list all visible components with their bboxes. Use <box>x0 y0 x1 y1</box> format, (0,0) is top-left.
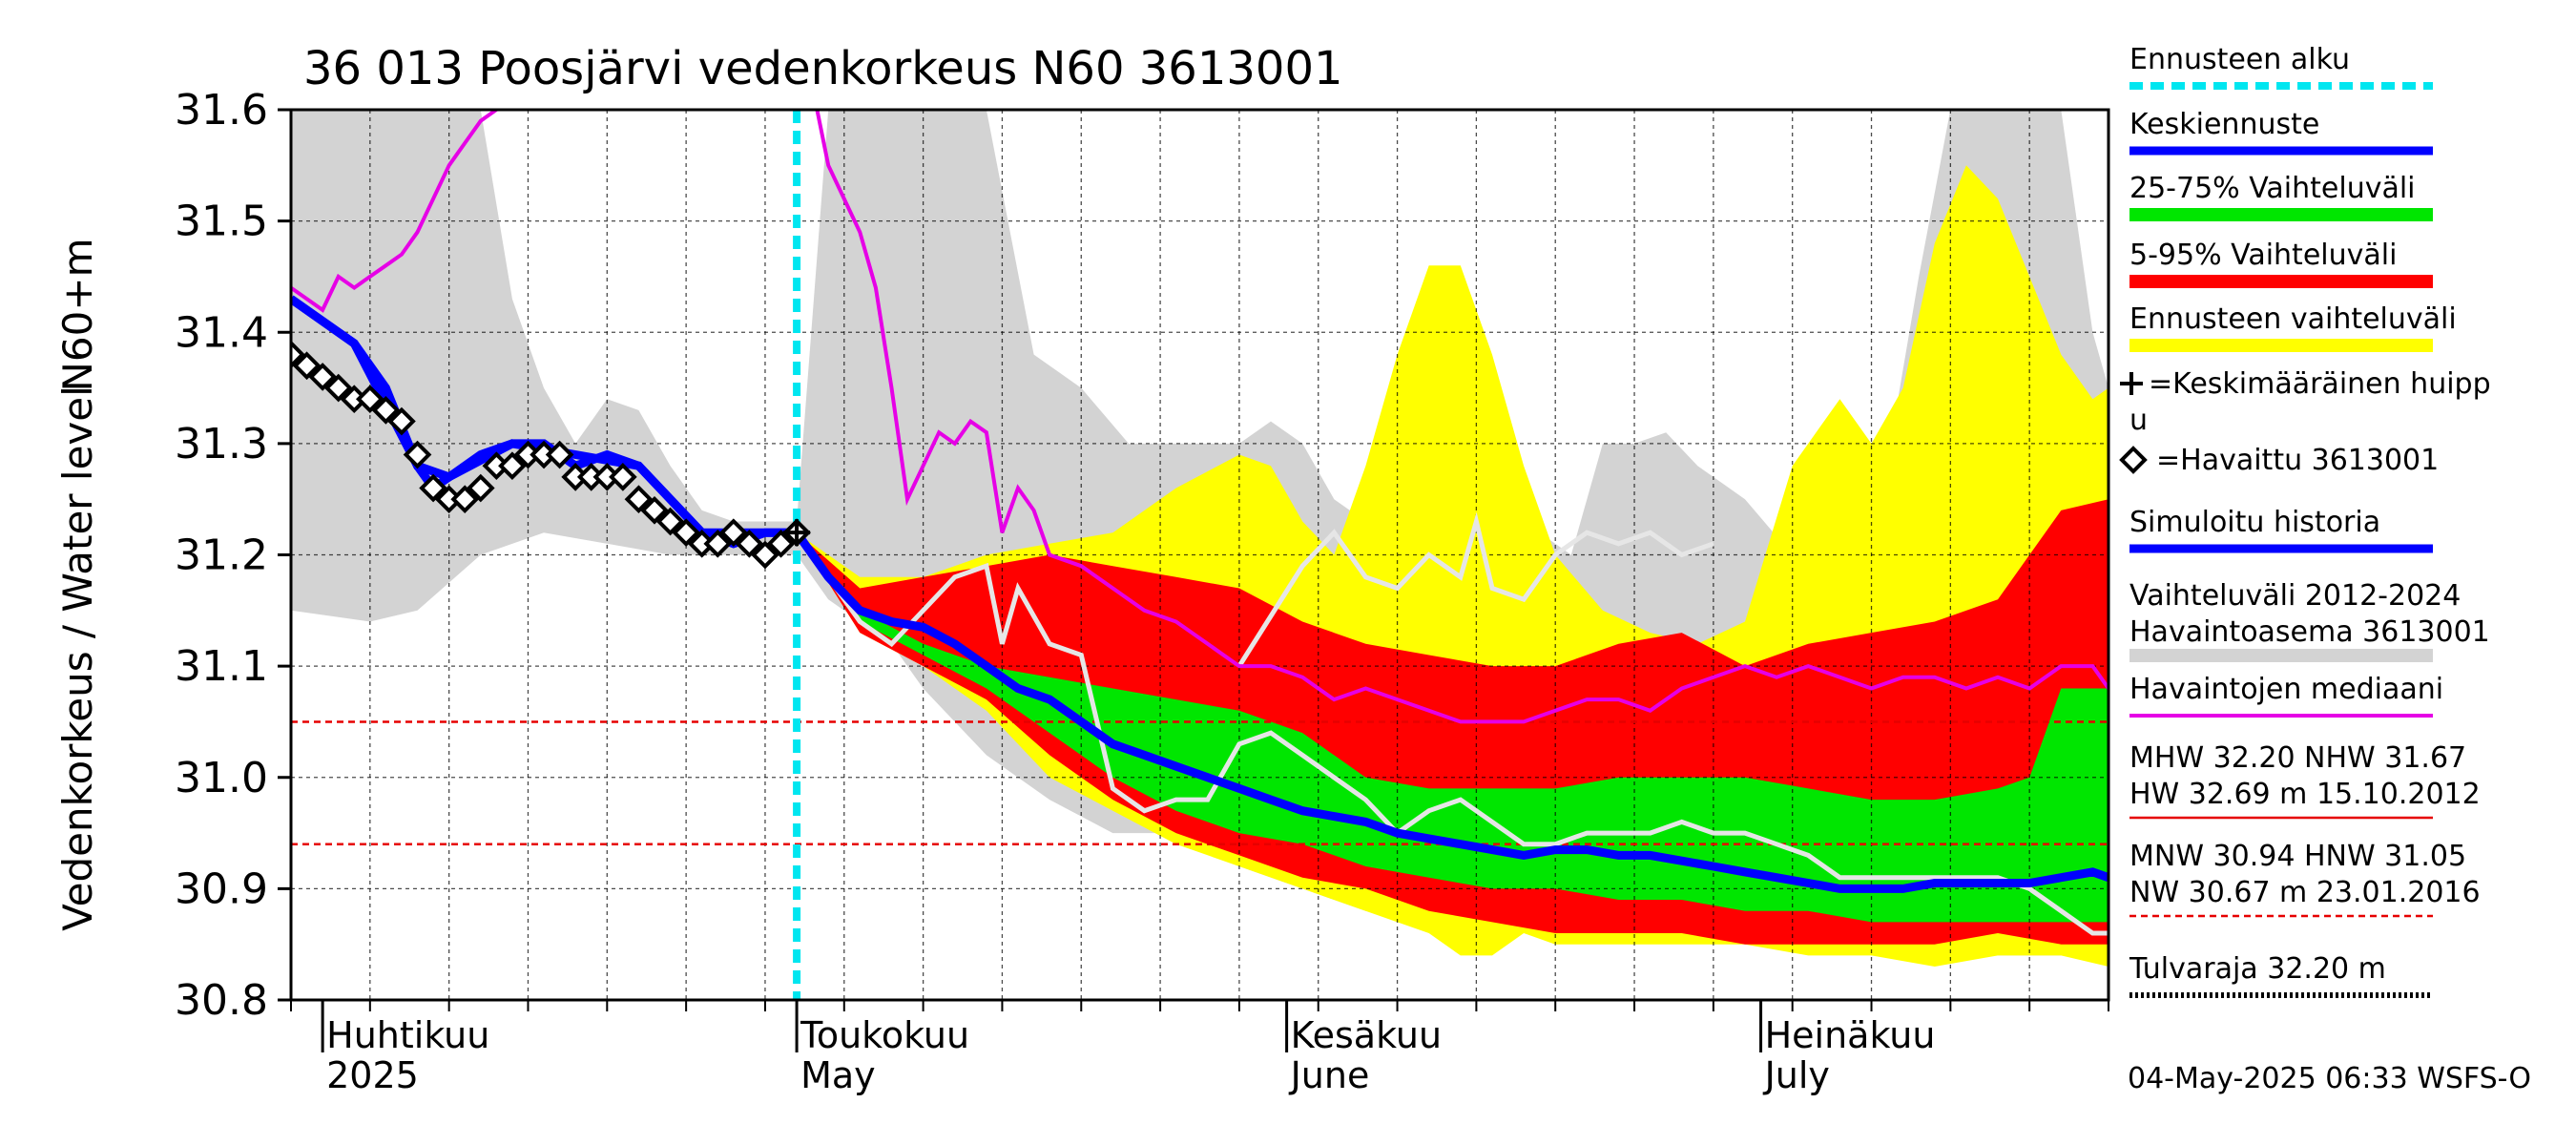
y-tick-label: 31.4 <box>175 308 268 357</box>
observed-point <box>545 440 574 469</box>
observed-point <box>640 496 669 525</box>
y-axis-ticks: 31.6 31.5 31.4 31.3 31.2 31.1 31.0 30.9 30.8 <box>175 86 291 1025</box>
y-tick-label: 31.6 <box>175 86 268 135</box>
legend-label: 25-75% Vaihteluväli <box>2129 172 2416 205</box>
legend-label: =Havaittu 3613001 <box>2156 444 2439 477</box>
p25-75-band <box>797 532 2109 923</box>
legend-label: Ennusteen alku <box>2129 43 2350 76</box>
chart-title: 36 013 Poosjärvi vedenkorkeus N60 361300… <box>303 42 1343 95</box>
observed-point <box>751 540 779 570</box>
legend-label-line2: HW 32.69 m 15.10.2012 <box>2129 778 2481 811</box>
historical-white-line-upper <box>1236 511 1714 668</box>
x-month-sublabel: July <box>1763 1054 1830 1096</box>
legend-label-line2: NW 30.67 m 23.01.2016 <box>2129 876 2481 909</box>
observed-point <box>672 518 700 548</box>
observed-point <box>624 485 654 514</box>
observed-point <box>718 518 748 548</box>
legend-label: Ennusteen vaihteluväli <box>2129 302 2457 336</box>
observed-point <box>323 373 353 403</box>
legend-label: Tulvaraja 32.20 m <box>2129 952 2386 986</box>
historical-white-line <box>795 531 2109 936</box>
x-month-label: Huhtikuu <box>326 1014 489 1056</box>
observed-point <box>308 363 337 391</box>
observed-point <box>655 507 685 536</box>
legend-label-line2: Havaintoasema 3613001 <box>2129 615 2490 649</box>
observed-point <box>609 463 637 491</box>
y-tick-label: 31.3 <box>175 420 268 468</box>
y-tick-label: 31.2 <box>175 531 268 580</box>
legend-label: Havaintojen mediaani <box>2129 673 2443 706</box>
observed-point <box>450 485 480 514</box>
legend-diamond-icon <box>2119 446 2148 474</box>
y-tick-label: 31.1 <box>175 642 268 691</box>
observed-point <box>419 473 447 503</box>
legend-label: MHW 32.20 NHW 31.67 <box>2129 741 2466 775</box>
x-month-sublabel: May <box>800 1054 876 1096</box>
observed-point <box>292 351 322 381</box>
legend-label: Vaihteluväli 2012-2024 <box>2129 579 2461 613</box>
legend-label: MNW 30.94 HNW 31.05 <box>2129 840 2466 873</box>
median-forecast-line <box>291 295 2109 893</box>
legend-label-line2: u <box>2129 404 2148 437</box>
x-month-label: Heinäkuu <box>1765 1014 1936 1056</box>
x-month-sublabel: June <box>1289 1054 1370 1096</box>
y-tick-label: 30.9 <box>175 864 268 913</box>
observation-median-line <box>291 110 2109 724</box>
y-axis-unit: N60+m <box>54 239 101 392</box>
observed-point <box>498 451 527 481</box>
observed-point <box>355 385 384 414</box>
y-tick-label: 30.8 <box>175 976 268 1025</box>
observed-point <box>371 396 401 425</box>
observed-point <box>703 530 733 558</box>
legend-label: =Keskimääräinen huipp <box>2149 367 2491 401</box>
y-tick-label: 31.5 <box>175 198 268 246</box>
footer-timestamp: 04-May-2025 06:33 WSFS-O <box>2128 1062 2531 1095</box>
observed-point <box>387 406 416 436</box>
legend-label: 5-95% Vaihteluväli <box>2129 239 2397 272</box>
observed-point <box>766 530 796 558</box>
legend-label: Keskiennuste <box>2129 108 2319 141</box>
series-lines <box>291 110 2109 1000</box>
y-axis-label: Vedenkorkeus / Water level <box>54 385 101 931</box>
observed-point <box>466 473 495 503</box>
y-tick-label: 31.0 <box>175 754 268 802</box>
observed-point <box>735 530 764 558</box>
x-month-label: Kesäkuu <box>1291 1014 1443 1056</box>
observed-point <box>291 340 305 369</box>
x-month-label: Toukokuu <box>800 1014 969 1056</box>
x-month-sublabel: 2025 <box>326 1054 419 1096</box>
legend-label: Simuloitu historia <box>2129 506 2380 539</box>
observed-point <box>403 440 432 469</box>
legend: Ennusteen alku Keskiennuste 25-75% Vaihtel… <box>2119 43 2491 998</box>
